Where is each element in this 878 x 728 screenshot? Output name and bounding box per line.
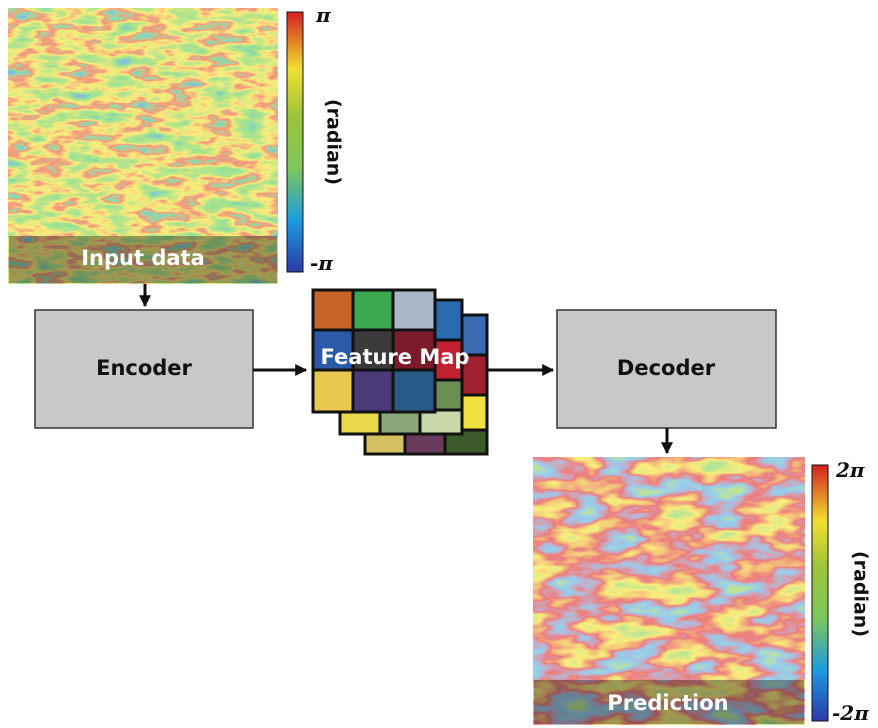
feature-map-text: Feature Map (321, 345, 470, 369)
feature-map (313, 290, 487, 454)
colorbar-min: -2π (832, 701, 869, 725)
decoder-label: Decoder (617, 356, 716, 380)
diagram: Input data π -π (radian) Encoder Feature… (0, 0, 878, 728)
prediction-label: Prediction (607, 691, 728, 715)
input-label: Input data (81, 246, 205, 270)
colorbar (812, 465, 828, 721)
colorbar-max: 2π (835, 458, 865, 482)
colorbar-unit: (radian) (323, 99, 345, 185)
prediction-panel: Prediction 2π -2π (radian) (533, 457, 872, 725)
colorbar (287, 12, 303, 272)
input-panel: Input data π -π (radian) (8, 3, 345, 284)
colorbar-min: -π (310, 251, 333, 275)
encoder-label: Encoder (96, 356, 192, 380)
colorbar-max: π (315, 3, 331, 27)
feature-map-label: Feature Map (321, 345, 470, 369)
colorbar-unit: (radian) (850, 551, 872, 637)
